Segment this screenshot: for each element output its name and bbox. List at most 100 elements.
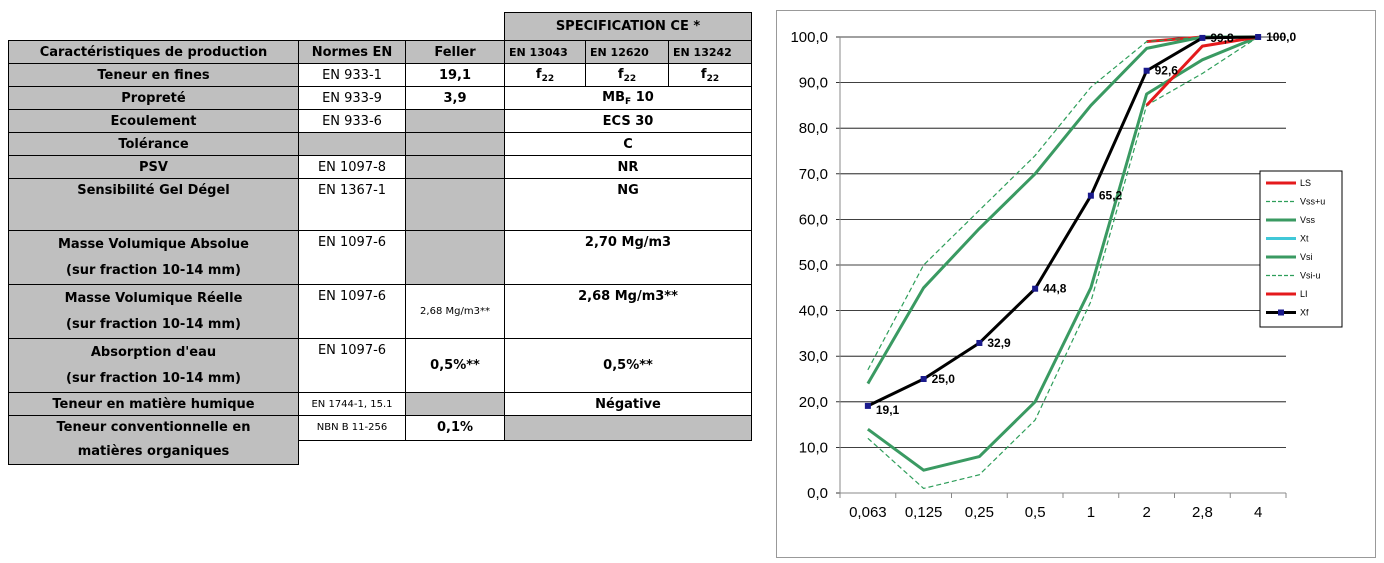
row-label: Ecoulement bbox=[8, 109, 299, 133]
table-row: Masse Volumique Réelle (sur fraction 10-1… bbox=[8, 284, 752, 339]
x-tick-label: 2 bbox=[1142, 504, 1150, 521]
y-tick-label: 30,0 bbox=[799, 348, 828, 365]
x-tick-label: 0,25 bbox=[965, 504, 994, 521]
y-tick-label: 90,0 bbox=[799, 75, 828, 92]
table-row: Teneur en fines EN 933-1 19,1 f22 f22 f2… bbox=[8, 63, 752, 87]
table-row: Masse Volumique Absolue (sur fraction 10-… bbox=[8, 230, 752, 285]
row-feller: 0,5%** bbox=[405, 338, 505, 393]
x-tick-label: 0,125 bbox=[905, 504, 943, 521]
row-norm: EN 933-1 bbox=[298, 63, 406, 87]
blank-filler bbox=[299, 440, 752, 465]
row-label: Teneur conventionnelle en matières organi… bbox=[8, 415, 299, 465]
row-label: Absorption d'eau (sur fraction 10-14 mm) bbox=[8, 338, 299, 393]
row-label: Teneur en fines bbox=[8, 63, 299, 87]
data-label: 44,8 bbox=[1043, 282, 1067, 296]
legend-entry: Xt bbox=[1300, 234, 1309, 244]
table-row: Ecoulement EN 933-6 ECS 30 bbox=[8, 109, 752, 133]
row-spec: NG bbox=[504, 178, 752, 231]
row-feller bbox=[405, 109, 505, 133]
row-spec: ECS 30 bbox=[504, 109, 752, 133]
legend-entry: Vsi bbox=[1300, 252, 1313, 262]
table-row: Sensibilité Gel Dégel EN 1367-1 NG bbox=[8, 178, 752, 231]
row-label: Tolérance bbox=[8, 132, 299, 156]
series-line-li bbox=[1145, 35, 1259, 107]
row-label: Masse Volumique Absolue (sur fraction 10-… bbox=[8, 230, 299, 285]
data-point bbox=[1143, 67, 1150, 74]
row-norm: EN 1097-8 bbox=[298, 155, 406, 179]
y-tick-label: 0,0 bbox=[807, 485, 828, 502]
data-label: 99,8 bbox=[1210, 31, 1234, 45]
row-feller: 3,9 bbox=[405, 86, 505, 110]
row-feller bbox=[405, 392, 505, 416]
row-norm: EN 1744-1, 15.1 bbox=[298, 392, 406, 416]
data-label: 92,6 bbox=[1155, 64, 1179, 78]
legend-entry: Vsi-u bbox=[1300, 271, 1321, 281]
spec-ce-header: SPECIFICATION CE * bbox=[504, 12, 752, 41]
legend-entry: Vss+u bbox=[1300, 197, 1325, 207]
row-norm: EN 933-6 bbox=[298, 109, 406, 133]
data-point bbox=[1199, 34, 1206, 41]
x-tick-label: 4 bbox=[1254, 504, 1262, 521]
table-row: Absorption d'eau (sur fraction 10-14 mm) … bbox=[8, 338, 752, 393]
legend-marker bbox=[1278, 309, 1284, 316]
y-tick-label: 80,0 bbox=[799, 120, 828, 137]
data-label: 65,2 bbox=[1099, 189, 1123, 203]
data-label: 19,1 bbox=[876, 403, 900, 417]
spec-en13242: f22 bbox=[668, 63, 752, 87]
x-tick-label: 2,8 bbox=[1192, 504, 1213, 521]
row-spec: 0,5%** bbox=[504, 338, 752, 393]
legend-entry: Vss bbox=[1300, 215, 1316, 225]
row-norm bbox=[298, 132, 406, 156]
table-row: Teneur en matière humique EN 1744-1, 15.… bbox=[8, 392, 752, 416]
row-feller: 2,68 Mg/m3** bbox=[405, 284, 505, 339]
data-point bbox=[864, 402, 871, 409]
col-header-normes: Normes EN bbox=[298, 40, 406, 64]
y-tick-label: 70,0 bbox=[799, 166, 828, 183]
chart-svg: 0,0 10,0 20,0 30,0 40,0 50,0 60,0 70,0 80,0 90,0 1… bbox=[776, 10, 1376, 558]
col-header-caracteristiques: Caractéristiques de production bbox=[8, 40, 299, 64]
row-feller bbox=[405, 178, 505, 231]
series-line-xf bbox=[867, 35, 1259, 408]
series-line-vsi bbox=[866, 35, 1259, 472]
legend-box bbox=[1259, 170, 1343, 328]
y-tick-label: 20,0 bbox=[799, 394, 828, 411]
row-feller bbox=[405, 230, 505, 285]
spec-en13043: f22 bbox=[504, 63, 586, 87]
table-row: PSV EN 1097-8 NR bbox=[8, 155, 752, 179]
x-tick-label: 1 bbox=[1087, 504, 1095, 521]
y-tick-label: 50,0 bbox=[799, 257, 828, 274]
spec-en12620: f22 bbox=[585, 63, 669, 87]
col-header-feller: Feller bbox=[405, 40, 505, 64]
y-tick-label: 40,0 bbox=[799, 303, 828, 320]
y-tick-label: 100,0 bbox=[790, 29, 828, 46]
row-spec: NR bbox=[504, 155, 752, 179]
data-point bbox=[1087, 192, 1094, 199]
row-feller: 19,1 bbox=[405, 63, 505, 87]
blank-corner bbox=[9, 13, 505, 41]
col-header-en13043: EN 13043 bbox=[504, 40, 586, 64]
legend-entry: Xf bbox=[1300, 308, 1309, 318]
row-spec: MBF 10 bbox=[504, 86, 752, 110]
row-label: PSV bbox=[8, 155, 299, 179]
legend-entry: LS bbox=[1300, 178, 1311, 188]
row-label: Propreté bbox=[8, 86, 299, 110]
data-point bbox=[976, 339, 983, 346]
row-norm: EN 1367-1 bbox=[298, 178, 406, 231]
x-tick-label: 0,5 bbox=[1025, 504, 1046, 521]
data-label: 32,9 bbox=[987, 336, 1011, 350]
row-label: Teneur en matière humique bbox=[8, 392, 299, 416]
row-norm: EN 1097-6 bbox=[298, 338, 406, 393]
row-spec bbox=[504, 415, 752, 441]
table-row: Teneur conventionnelle en matières organi… bbox=[8, 415, 752, 465]
table-row: Propreté EN 933-9 3,9 MBF 10 bbox=[8, 86, 752, 110]
data-point bbox=[920, 376, 927, 382]
data-label: 100,0 bbox=[1266, 30, 1296, 44]
legend-entry: LI bbox=[1300, 289, 1308, 299]
y-tick-label: 10,0 bbox=[799, 439, 828, 456]
row-feller bbox=[405, 132, 505, 156]
data-point bbox=[1032, 285, 1039, 292]
col-header-en13242: EN 13242 bbox=[668, 40, 752, 64]
row-feller: 0,1% bbox=[405, 415, 505, 441]
row-spec: Négative bbox=[504, 392, 752, 416]
row-feller bbox=[405, 155, 505, 179]
